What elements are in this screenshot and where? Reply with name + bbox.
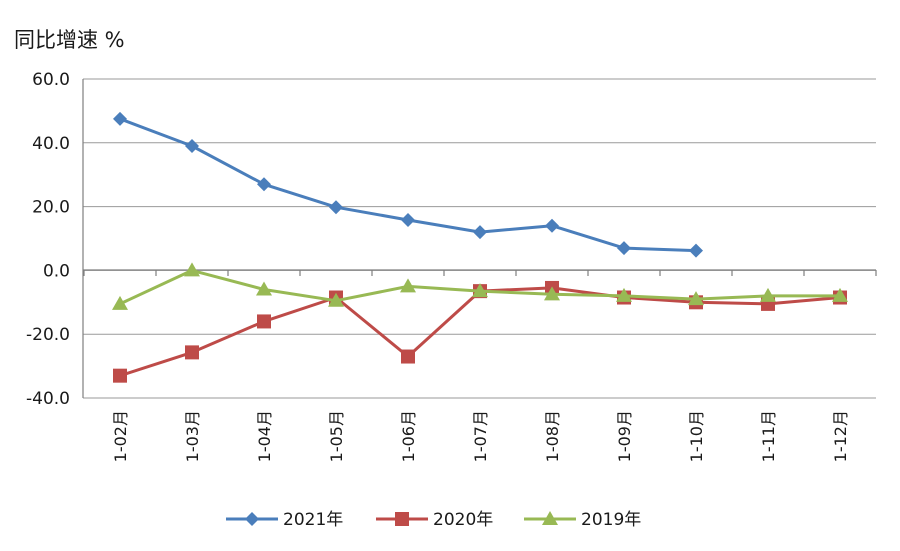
legend-marker <box>395 512 409 526</box>
data-point <box>185 138 199 153</box>
data-point <box>185 345 199 360</box>
data-point <box>401 212 415 227</box>
legend-label: 2021年 <box>283 510 343 530</box>
data-point <box>257 314 271 329</box>
legend-marker <box>245 512 259 526</box>
series-group <box>112 111 848 383</box>
x-tick-label: 1-12月 <box>831 410 850 462</box>
series-line <box>119 117 697 253</box>
x-tick-label: 1-04月 <box>255 410 274 462</box>
x-tick-label: 1-08月 <box>543 410 562 462</box>
data-point <box>544 286 560 301</box>
data-point <box>113 368 127 383</box>
data-point <box>688 291 704 306</box>
legend-label: 2019年 <box>581 510 641 530</box>
x-axis: 1-02月 1-03月 1-04月 1-05月 1-06月 1-07月 1-08月 1-09月… <box>83 269 877 462</box>
y-tick-label: 60.0 <box>32 70 70 90</box>
data-point <box>617 241 631 256</box>
data-point <box>760 287 776 302</box>
y-tick-label: 20.0 <box>32 198 70 218</box>
data-point <box>184 262 200 277</box>
x-tick-label: 1-10月 <box>687 410 706 462</box>
data-point <box>256 281 272 296</box>
series-2019年 <box>112 262 848 310</box>
x-tick-label: 1-03月 <box>183 410 202 462</box>
chart-title: 同比增速 % <box>14 28 125 52</box>
legend-marker <box>542 511 558 525</box>
data-point <box>473 225 487 240</box>
x-tick-label: 1-11月 <box>759 410 778 462</box>
y-tick-label: 0.0 <box>43 261 70 281</box>
x-tick-label: 1-05月 <box>327 410 346 462</box>
y-tick-label: -20.0 <box>26 325 70 345</box>
series-2021年 <box>113 111 703 258</box>
legend-label: 2020年 <box>433 510 493 530</box>
data-point <box>472 283 488 298</box>
data-point <box>112 295 128 310</box>
data-point <box>328 292 344 307</box>
data-point <box>616 287 632 302</box>
x-tick-label: 1-02月 <box>111 410 130 462</box>
x-tick-label: 1-07月 <box>471 410 490 462</box>
data-point <box>401 349 415 364</box>
x-tick-label: 1-09月 <box>615 410 634 462</box>
y-tick-label: -40.0 <box>26 389 70 409</box>
x-tick-label: 1-06月 <box>399 410 418 462</box>
series-line <box>119 286 841 378</box>
y-tick-label: 40.0 <box>32 134 70 154</box>
y-axis-ticks: 60.0 40.0 20.0 0.0 -20.0 -40.0 <box>26 70 84 409</box>
data-point <box>400 278 416 293</box>
data-point <box>329 200 343 215</box>
data-point <box>689 243 703 258</box>
data-point <box>832 287 848 302</box>
legend: 2021年 2020年 2019年 <box>226 510 641 530</box>
data-point <box>113 111 127 126</box>
data-point <box>545 218 559 233</box>
data-point <box>257 177 271 192</box>
